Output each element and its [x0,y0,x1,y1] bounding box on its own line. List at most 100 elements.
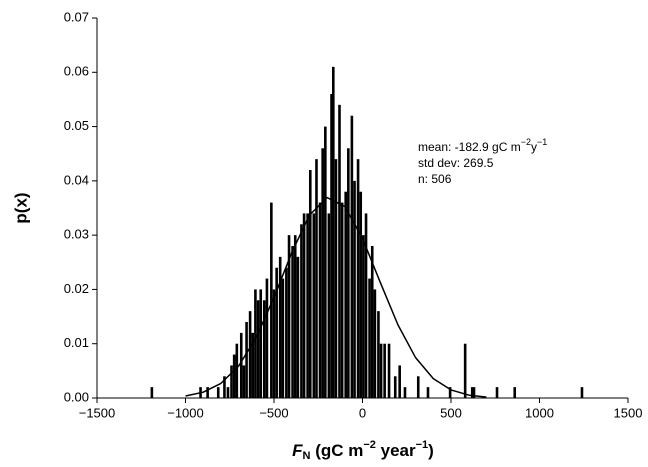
annotation: mean: -182.9 gC m−2y−1 [418,137,547,154]
bar [350,115,354,398]
bar [580,387,584,398]
bar [287,235,291,398]
bar [393,376,397,398]
bar [272,289,276,398]
bar [318,202,322,398]
fit-curve [185,196,487,398]
bar [293,235,297,398]
annotation-part: −2 [521,137,531,147]
bar [377,311,380,398]
bar [254,289,257,398]
bar [353,180,356,398]
y-tick-label: 0.07 [64,9,89,24]
bar [239,332,243,398]
bar [259,289,263,398]
bar [248,311,252,398]
bar [331,66,335,398]
bar [387,343,391,398]
x-title-part: −1 [416,439,429,451]
y-axis-title: p(x) [11,192,30,223]
annotation: std dev: 269.5 [418,156,494,170]
x-title-part: N [303,450,311,462]
x-tick-label: −1500 [79,405,116,420]
bar [150,387,154,398]
bar [463,343,467,398]
bar [472,387,476,398]
bar [242,365,246,398]
annotation-part: −1 [537,137,547,147]
annotation: n: 506 [418,172,452,186]
bar [373,289,377,398]
bar [245,322,248,398]
bar [344,191,347,398]
x-tick-label: 500 [440,405,462,420]
x-tick-label: 0 [359,405,366,420]
x-title-part: −2 [363,439,376,451]
bar [312,213,316,398]
bar [300,224,303,398]
bar [426,387,430,398]
bar [448,387,452,398]
y-tick-label: 0.06 [64,64,89,79]
bar [321,148,324,398]
bar [285,267,288,398]
x-axis-title: FN (gC m−2 year−1) [292,439,434,462]
bar [356,159,360,398]
bar [403,387,407,398]
bar [330,94,333,398]
bar [398,365,401,398]
bar [226,387,230,398]
bar [362,235,365,398]
bar [256,300,260,398]
x-title-part: F [292,441,303,460]
x-tick-label: −500 [259,405,288,420]
bar [270,202,273,398]
bar [265,278,269,398]
bar [495,387,499,398]
bar [315,159,318,398]
bar [383,343,386,398]
bar [340,202,344,398]
bar [338,104,341,398]
bar [347,148,350,398]
bar [206,387,209,398]
bar [324,126,327,399]
y-tick-label: 0.01 [64,335,89,350]
y-tick-label: 0.04 [64,172,89,187]
x-title-part: (gC m [310,441,363,460]
bar [364,213,368,398]
annotation-part: mean: -182.9 gC m [418,140,521,154]
bar [278,256,282,398]
x-tick-label: 1500 [614,405,643,420]
bar [262,300,266,398]
bar [470,387,474,398]
bar [216,387,220,398]
bar [296,256,300,398]
bar [302,213,306,398]
bar [327,213,331,398]
bar [379,343,383,398]
x-title-part: ) [428,441,434,460]
y-tick-label: 0.05 [64,118,89,133]
bar [306,213,309,398]
y-tick-label: 0.02 [64,281,89,296]
y-tick-label: 0.00 [64,389,89,404]
bar [416,376,420,398]
bar [359,191,363,398]
x-tick-label: −1000 [167,405,204,420]
bar [291,246,294,398]
y-tick-label: 0.03 [64,227,89,242]
bar [251,332,255,398]
bar [334,159,338,398]
bar [281,278,285,398]
bar [235,343,239,398]
bar [368,278,371,398]
bar [232,354,236,398]
bar [513,387,517,398]
bar [275,267,278,398]
bar [308,170,312,398]
annotation-part: y [531,140,537,154]
x-tick-label: 1000 [525,405,554,420]
bar [370,246,374,398]
